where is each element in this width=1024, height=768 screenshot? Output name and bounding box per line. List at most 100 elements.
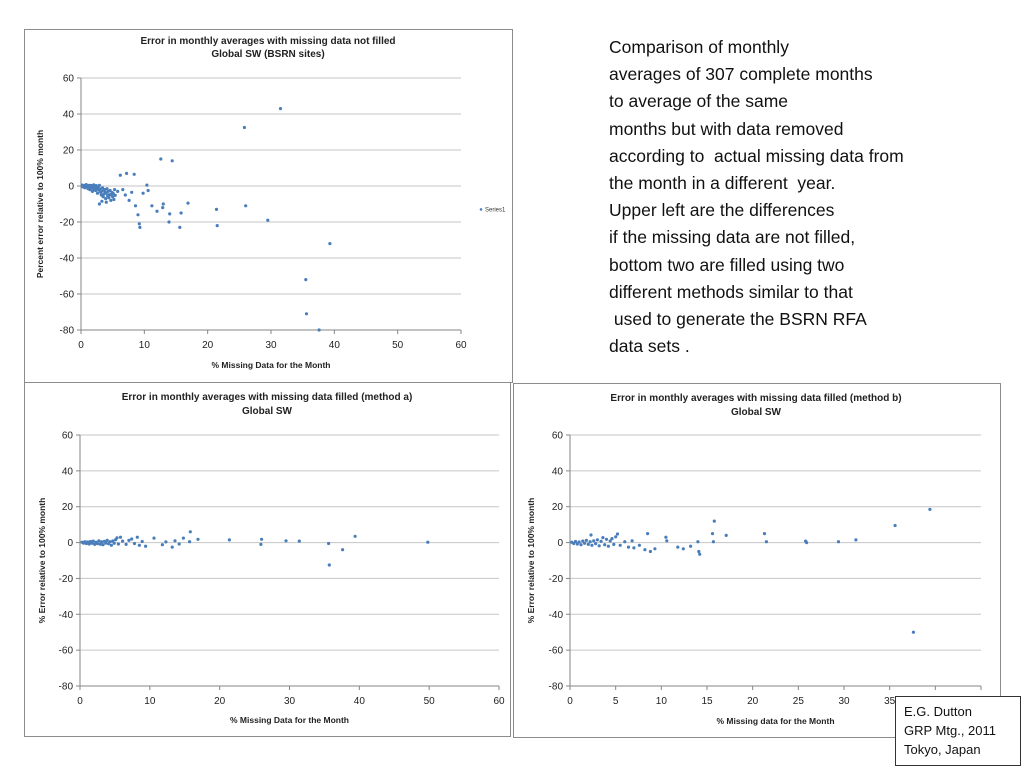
data-point <box>626 545 631 549</box>
description-line: the month in a different year. <box>609 173 836 194</box>
data-point <box>589 533 593 537</box>
x-tick-label: 0 <box>78 340 84 351</box>
description-line: Upper left are the differences <box>609 200 835 221</box>
data-point <box>113 193 117 197</box>
data-point <box>170 545 174 549</box>
chart-title: Error in monthly averages with missing d… <box>122 392 413 403</box>
data-point <box>100 199 104 203</box>
data-point <box>87 542 91 546</box>
data-point <box>353 534 357 538</box>
y-tick-label: -60 <box>549 646 564 657</box>
y-tick-label: 0 <box>557 538 563 549</box>
data-point <box>105 187 109 191</box>
data-point <box>178 225 182 229</box>
data-point <box>328 242 332 246</box>
x-tick-label: 20 <box>214 696 226 707</box>
data-point <box>426 540 430 544</box>
data-point <box>98 187 102 191</box>
data-point <box>227 538 231 542</box>
data-point <box>92 183 96 187</box>
data-point <box>137 543 141 547</box>
y-tick-label: 40 <box>63 110 75 121</box>
data-point <box>214 207 219 211</box>
data-point <box>118 173 122 177</box>
data-point <box>111 195 115 199</box>
description-line: according to actual missing data from <box>609 145 904 166</box>
chart-subtitle: Global SW <box>242 406 293 417</box>
x-axis-label: % Missing data for the Month <box>716 716 834 726</box>
data-point <box>161 206 165 210</box>
y-tick-label: -60 <box>59 646 74 657</box>
data-point <box>132 172 136 176</box>
data-point <box>188 530 192 534</box>
credit-line: E.G. Dutton <box>904 704 972 719</box>
data-point <box>698 552 702 556</box>
data-point <box>140 539 144 544</box>
data-point <box>196 537 200 541</box>
data-point <box>610 537 614 541</box>
y-tick-label: 20 <box>62 502 74 513</box>
data-point <box>297 539 301 543</box>
data-point <box>167 220 171 224</box>
data-point <box>676 545 680 549</box>
data-point <box>836 540 841 544</box>
y-tick-label: 60 <box>62 431 74 442</box>
y-tick-label: -20 <box>59 574 74 585</box>
y-tick-label: 0 <box>68 182 74 193</box>
data-point <box>113 188 117 192</box>
data-point <box>618 543 622 547</box>
data-point <box>710 532 715 536</box>
data-point <box>150 204 154 208</box>
data-point <box>109 198 113 202</box>
data-point <box>137 222 141 226</box>
data-point <box>179 211 183 215</box>
data-point <box>181 536 185 540</box>
chart-global-sw-not-filled: Error in monthly averages with missing d… <box>24 29 513 383</box>
data-point <box>112 197 116 202</box>
data-point <box>665 539 669 543</box>
data-point <box>100 540 104 544</box>
data-point <box>697 549 701 554</box>
data-point <box>116 189 120 193</box>
data-point <box>107 196 111 200</box>
data-point <box>115 536 119 540</box>
credit-line: Tokyo, Japan <box>904 742 981 757</box>
chart-title: Error in monthly averages with missing d… <box>610 393 901 404</box>
data-point <box>696 540 700 544</box>
data-point <box>121 188 125 192</box>
y-tick-label: 40 <box>552 466 564 477</box>
data-point <box>161 202 165 206</box>
data-point <box>630 539 634 543</box>
data-point <box>141 191 145 195</box>
data-point <box>121 539 125 543</box>
data-point <box>581 539 585 543</box>
data-point <box>152 536 156 540</box>
y-tick-label: 0 <box>67 538 73 549</box>
x-tick-label: 40 <box>329 340 341 351</box>
data-point <box>646 532 650 536</box>
data-point <box>97 539 101 543</box>
data-point <box>284 539 288 543</box>
data-point <box>260 537 264 541</box>
data-point <box>160 543 164 547</box>
data-point <box>104 197 108 201</box>
data-point <box>583 541 587 545</box>
data-point <box>304 312 309 316</box>
y-tick-label: 60 <box>63 74 75 85</box>
description-line: Comparison of monthly <box>609 37 789 57</box>
data-point <box>244 204 248 208</box>
data-point <box>170 159 174 163</box>
y-tick-label: -40 <box>59 610 74 621</box>
data-point <box>101 195 105 199</box>
chart-subtitle: Global SW <box>731 407 782 418</box>
data-point <box>266 218 270 222</box>
data-point <box>689 544 693 548</box>
data-point <box>146 188 150 193</box>
data-point <box>592 539 596 543</box>
x-tick-label: 10 <box>144 696 156 707</box>
data-point <box>164 540 168 544</box>
legend-marker <box>479 208 483 211</box>
data-point <box>604 537 609 541</box>
data-point <box>317 328 321 332</box>
data-point <box>259 542 263 546</box>
